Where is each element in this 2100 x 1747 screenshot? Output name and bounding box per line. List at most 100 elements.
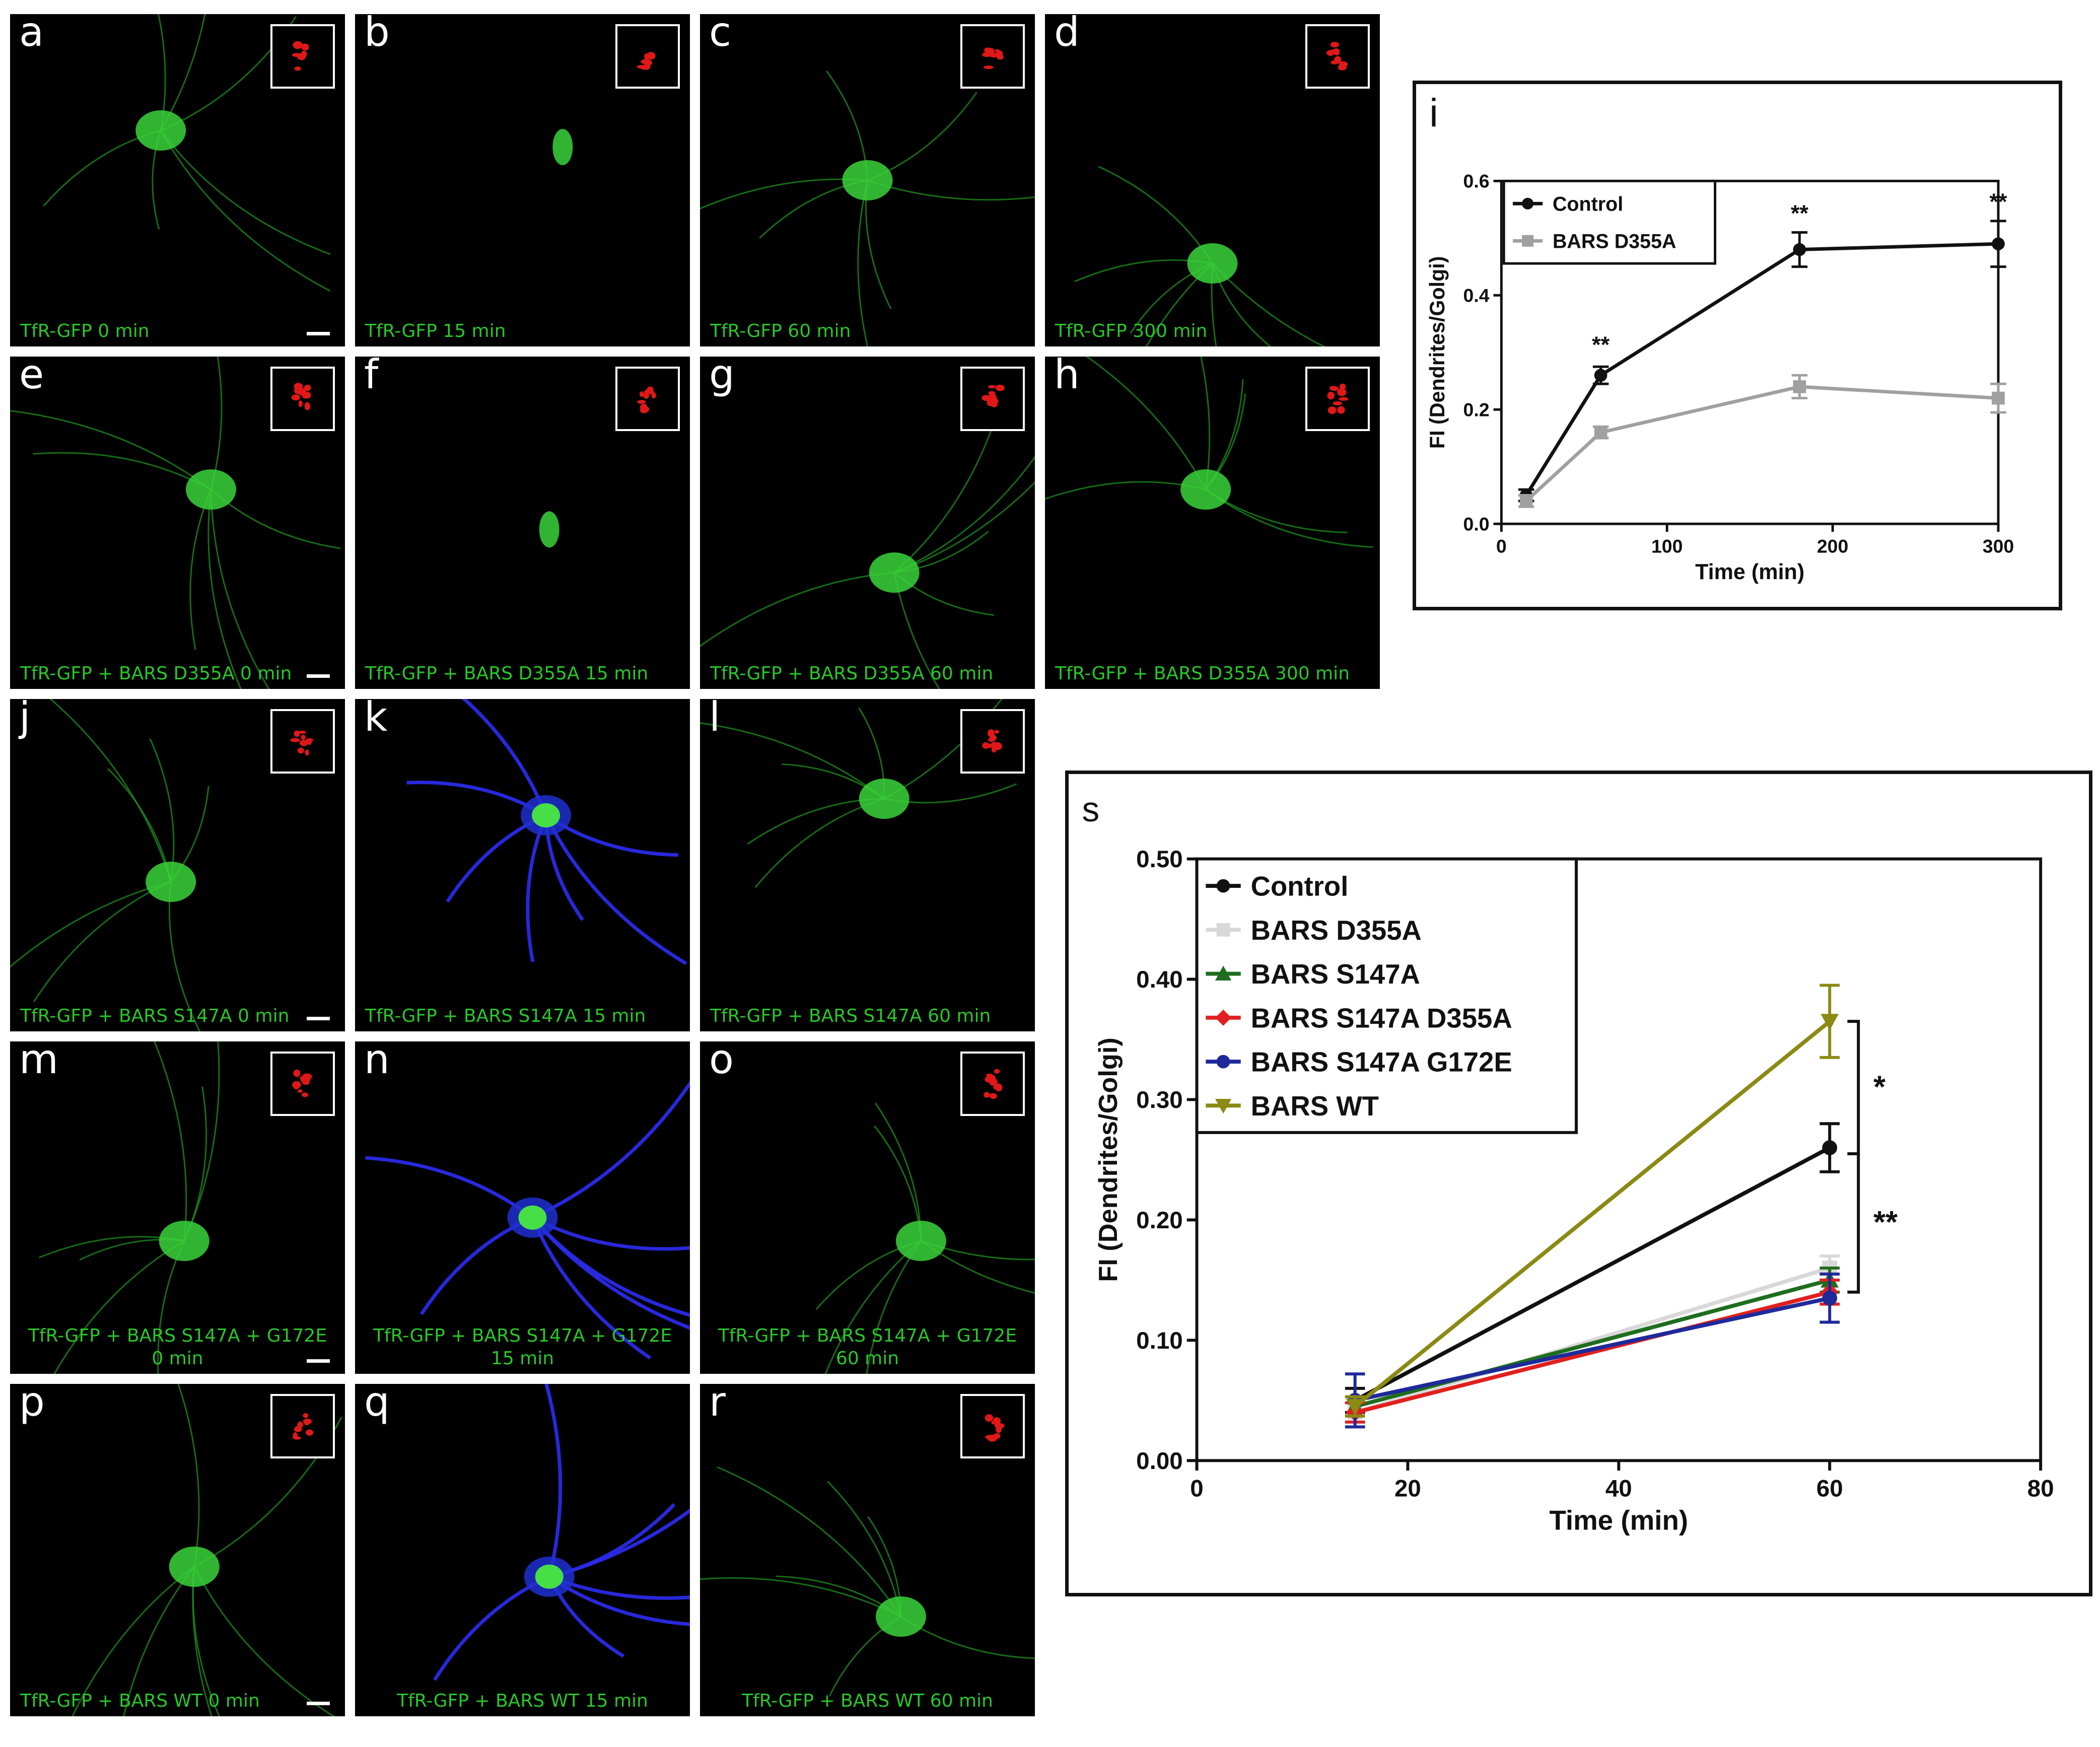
dendrite: [193, 1566, 335, 1716]
caption-line: TfR-GFP + BARS D355A 15 min: [365, 663, 649, 684]
caption-line: TfR-GFP 0 min: [20, 321, 150, 341]
golgi-inset: [1305, 367, 1370, 431]
dendrite: [49, 699, 172, 882]
golgi-stain: [1327, 383, 1349, 414]
golgi-stain: [982, 384, 1005, 407]
micrograph-panel-c: c TfR-GFP 60 min: [700, 14, 1035, 346]
chart-panel-label: i: [1429, 91, 1438, 135]
series-line: [1354, 1020, 1831, 1408]
chart-i: i 0 100 200 300 0.0 0.2 0.4 0.6 Time (min) FI (Den…: [1413, 81, 2062, 610]
data-point: [1346, 1399, 1364, 1416]
panel-label: g: [709, 357, 735, 398]
dendrite: [531, 1216, 690, 1317]
dendrite: [548, 1575, 690, 1600]
scale-bar: [307, 1702, 330, 1705]
neuron-image: [72, 1384, 342, 1716]
data-point: [1793, 243, 1806, 256]
neuron-image: [1045, 357, 1373, 548]
dendrite: [1085, 357, 1207, 490]
soma: [169, 1547, 220, 1587]
scale-bar: [307, 332, 330, 335]
y-tick-label: 0.6: [1463, 171, 1490, 192]
dendrite: [210, 489, 270, 689]
data-point: [1793, 380, 1806, 393]
dendrite: [33, 881, 171, 1002]
dendrite: [10, 881, 171, 968]
panel-caption: TfR-GFP 60 min: [700, 320, 1035, 342]
micrograph-panel-h: h TfR-GFP + BARS D355A 300 min: [1045, 357, 1380, 689]
dendrite: [1200, 357, 1211, 490]
panel-caption: TfR-GFP + BARS D355A 15 min: [355, 662, 690, 685]
scale-bar: [307, 1017, 330, 1020]
panel-caption: TfR-GFP 15 min: [355, 320, 690, 342]
panel-caption: TfR-GFP + BARS S147A 0 min: [10, 1005, 345, 1027]
y-tick-label: 0.50: [1136, 846, 1183, 873]
dendrite: [700, 178, 868, 209]
soma: [859, 779, 909, 819]
panel-label: n: [364, 1041, 390, 1083]
dendrite: [754, 798, 885, 888]
dendrite: [894, 481, 1035, 574]
soma: [135, 110, 186, 151]
dendrite: [531, 1217, 652, 1360]
legend-entry: Control: [1251, 871, 1349, 902]
legend: Control BARS D355A BARS S147A BARS S147A D3…: [1195, 857, 1578, 1134]
dendrite: [526, 814, 548, 962]
significance-bracket: [1847, 1152, 1860, 1294]
x-tick-label: 0: [1496, 535, 1507, 556]
panel-label: o: [709, 1041, 734, 1083]
neuron-image: [1074, 166, 1325, 346]
y-tick-label: 0.40: [1136, 966, 1183, 993]
caption-line: TfR-GFP + BARS D355A 60 min: [710, 663, 994, 684]
neuron-image: [10, 699, 209, 1031]
legend-box: [1195, 857, 1578, 1134]
golgi-inset: [960, 24, 1025, 89]
caption-line: TfR-GFP 15 min: [365, 321, 506, 341]
y-tick-label: 0.2: [1463, 399, 1490, 420]
y-tick-label: 0.00: [1136, 1448, 1183, 1475]
panel-caption: TfR-GFP + BARS S147A 60 min: [700, 1005, 1035, 1027]
soma: [895, 1221, 946, 1261]
significance-bracket: [1847, 1020, 1860, 1155]
data-point: [1215, 1098, 1232, 1114]
dendrite: [433, 1575, 550, 1681]
dendrite: [548, 1508, 690, 1579]
dendrite: [183, 1086, 207, 1241]
micrograph-panel-m: m TfR-GFP + BARS S147A + G172E 0 min: [10, 1041, 345, 1374]
neuron-image: [406, 699, 687, 965]
chart-s: s 0 20 40 60 80 0.00 0.10 0.20 0.30 0.40 0.50 Time (…: [1065, 771, 2092, 1596]
dendrite: [921, 1240, 1035, 1294]
panel-caption: TfR-GFP + BARS S147A + G172E 0 min: [10, 1324, 345, 1370]
series-line: [1354, 1296, 1831, 1403]
series-line: [1354, 1290, 1831, 1415]
panel-caption: TfR-GFP + BARS D355A 60 min: [700, 662, 1035, 685]
plot-frame: [1500, 179, 2000, 525]
dendrite: [207, 489, 242, 689]
panel-label: q: [364, 1384, 390, 1425]
panel-label: j: [19, 699, 31, 740]
dendrite: [1205, 488, 1373, 548]
dendrite: [192, 1566, 213, 1716]
x-tick-label: 100: [1651, 535, 1683, 556]
soma: [1187, 243, 1238, 284]
data-point: [1992, 391, 2005, 405]
x-tick-label: 40: [1605, 1476, 1632, 1502]
caption-line: TfR-GFP + BARS S147A 60 min: [710, 1006, 991, 1026]
dendrite: [700, 1577, 901, 1618]
y-axis-label: FI (Dendrites/Golgi): [1426, 256, 1449, 449]
panel-label: b: [364, 14, 390, 55]
dendrite: [867, 179, 1035, 201]
dendrite: [189, 489, 212, 650]
caption-time: 15 min: [491, 1348, 554, 1369]
neuron-image: [433, 1384, 690, 1681]
chart-i-svg: i 0 100 200 300 0.0 0.2 0.4 0.6 Time (min) FI (Den…: [1426, 91, 2014, 584]
significance-label: **: [1873, 1205, 1898, 1240]
scale-bar: [307, 1359, 330, 1363]
neuron-image: [552, 129, 573, 165]
golgi-inset: [960, 1052, 1025, 1116]
golgi-stain: [984, 1069, 1003, 1099]
micrograph-panel-p: p TfR-GFP + BARS WT 0 min: [10, 1384, 345, 1716]
golgi-inset: [270, 1394, 335, 1458]
neuron-image: [365, 1080, 690, 1360]
panel-label: r: [709, 1384, 726, 1425]
